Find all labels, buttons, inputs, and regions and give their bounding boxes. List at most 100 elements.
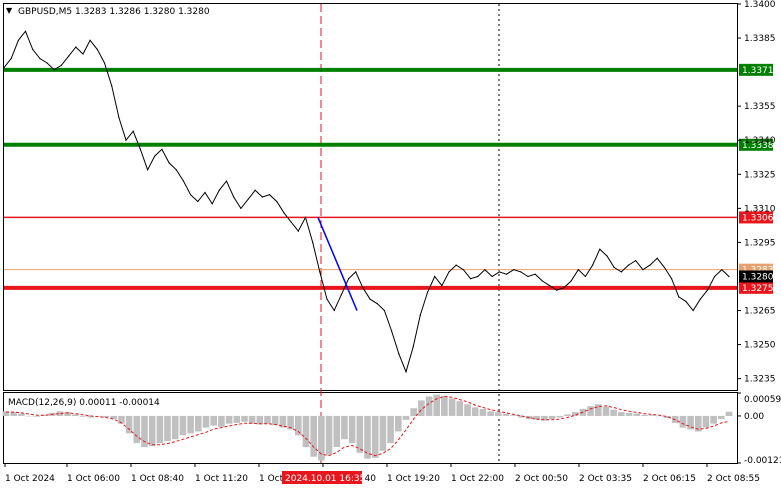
- price-point: [376, 303, 378, 305]
- macd-bar: [125, 415, 133, 434]
- price-point: [391, 330, 393, 332]
- macd-bar: [679, 415, 687, 428]
- macd-bar: [718, 415, 725, 419]
- price-point: [462, 269, 464, 271]
- macd-bar: [233, 415, 241, 423]
- price-point: [319, 271, 321, 273]
- price-point: [405, 371, 407, 373]
- price-point: [269, 194, 271, 196]
- price-point: [477, 275, 479, 278]
- price-point: [649, 264, 651, 266]
- price-point: [563, 287, 565, 289]
- macd-bar: [648, 415, 656, 416]
- x-tick-label: 1 Oct 11:20: [195, 474, 248, 484]
- y-tick-label: 1.3295: [744, 238, 776, 248]
- price-point: [548, 285, 551, 287]
- price-point: [491, 275, 493, 278]
- level-tag: [739, 211, 773, 224]
- price-point: [513, 269, 515, 271]
- price-point: [75, 46, 77, 48]
- price-point: [161, 148, 163, 150]
- price-point: [484, 269, 486, 271]
- macd-bar: [471, 407, 479, 416]
- y-tick-label: 1.3310: [744, 204, 776, 214]
- macd-bar: [256, 415, 264, 425]
- macd-bar: [195, 415, 202, 432]
- macd-bar: [410, 408, 417, 416]
- price-point: [541, 280, 544, 282]
- macd-bar: [725, 411, 733, 416]
- macd-bar: [156, 415, 164, 444]
- price-point: [304, 216, 307, 218]
- macd-bar: [595, 404, 602, 416]
- macd-bar: [564, 414, 571, 416]
- y-tick-label: 1.3325: [744, 170, 776, 180]
- price-point: [276, 200, 278, 203]
- level-tag-label: 1.3306: [742, 213, 774, 223]
- macd-bar: [341, 415, 348, 440]
- level-tag-label: 1.3371: [742, 66, 774, 76]
- price-point: [706, 289, 709, 291]
- macd-bar: [418, 400, 425, 416]
- price-point: [225, 180, 228, 182]
- price-point: [247, 198, 249, 200]
- macd-bar: [387, 415, 394, 444]
- price-point: [505, 273, 508, 275]
- price-point: [218, 189, 220, 191]
- macd-bar: [548, 415, 556, 419]
- x-tick-label: 1 Oct 08:40: [131, 474, 184, 484]
- macd-bar: [618, 412, 625, 416]
- price-point: [355, 271, 357, 273]
- price-point: [168, 162, 170, 164]
- x-tick-label: 1 Oct 06:00: [67, 474, 120, 484]
- macd-bar: [587, 406, 594, 416]
- macd-y-tick-label: -0.00121: [744, 456, 781, 466]
- price-point: [103, 62, 106, 64]
- price-point: [182, 180, 185, 182]
- price-point: [340, 294, 342, 296]
- x-tick-label: 1 Oct 19:20: [387, 474, 440, 484]
- trend-segment: [317, 217, 358, 311]
- macd-bar: [710, 415, 717, 424]
- y-tick-label: 1.3250: [744, 341, 776, 351]
- price-point: [412, 346, 414, 348]
- price-point: [527, 275, 529, 278]
- price-point: [441, 285, 443, 287]
- macd-bar: [541, 415, 548, 421]
- macd-bar: [248, 415, 256, 424]
- price-point: [283, 212, 285, 214]
- y-tick-label: 1.3355: [744, 102, 776, 112]
- macd-bar: [271, 415, 279, 426]
- price-point: [197, 200, 199, 203]
- macd-bar: [179, 415, 187, 436]
- macd-bar: [464, 404, 471, 416]
- price-point: [656, 257, 658, 259]
- price-point: [592, 264, 594, 266]
- level-tag: [739, 281, 773, 294]
- macd-bar: [395, 415, 402, 432]
- session-marker-tag: [282, 471, 362, 484]
- macd-bar: [141, 415, 148, 447]
- price-point: [139, 148, 141, 150]
- macd-bar: [402, 415, 410, 420]
- x-tick-label: 2 Oct 06:15: [643, 474, 696, 484]
- macd-title: MACD(12,26,9) 0.00011 -0.00014: [8, 398, 160, 408]
- price-point: [577, 269, 579, 271]
- price-point: [24, 30, 27, 32]
- macd-bar: [502, 413, 510, 416]
- macd-bar: [371, 415, 379, 458]
- dropdown-triangle-icon[interactable]: ▼: [6, 6, 13, 15]
- price-point: [570, 280, 572, 282]
- price-point: [53, 69, 55, 71]
- price-point: [470, 278, 472, 280]
- y-tick-label: 1.3235: [744, 375, 776, 385]
- price-chart-title: GBPUSD,M5 1.3283 1.3286 1.3280 1.3280: [18, 7, 210, 17]
- price-point: [642, 269, 644, 271]
- price-point: [383, 309, 385, 312]
- price-point: [398, 353, 400, 355]
- macd-bar: [210, 415, 217, 426]
- price-point: [46, 62, 48, 64]
- macd-bar: [633, 413, 640, 416]
- macd-bar: [571, 412, 579, 416]
- price-point: [211, 203, 213, 205]
